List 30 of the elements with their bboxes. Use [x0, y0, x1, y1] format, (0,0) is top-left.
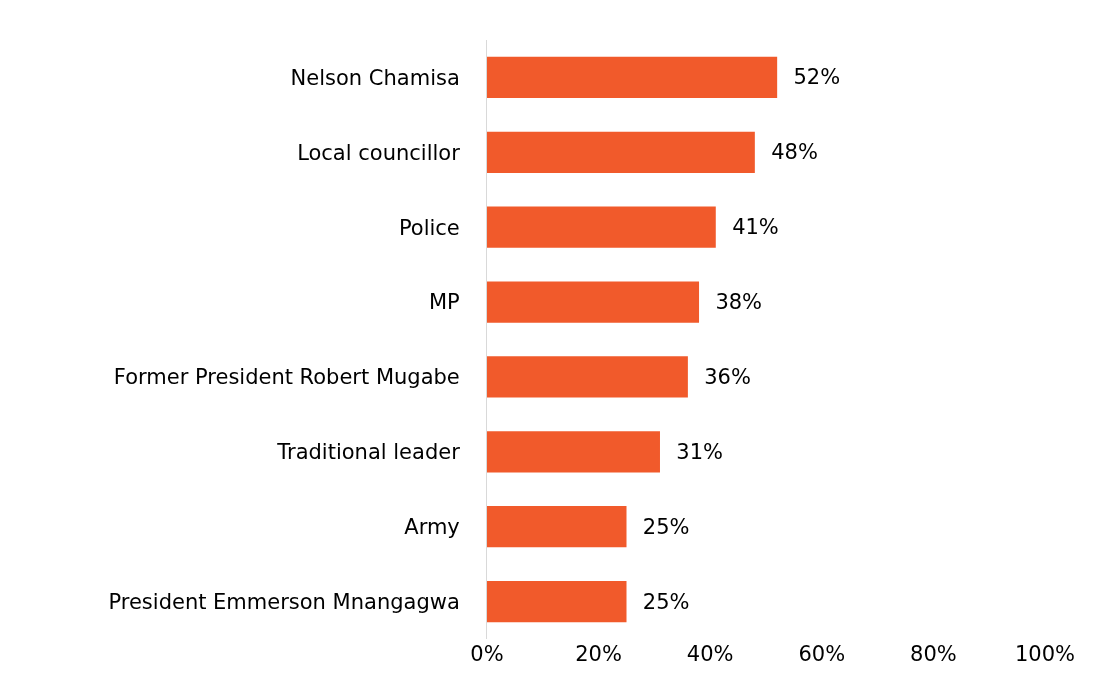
x-tick-label: 0%	[470, 642, 504, 666]
x-tick-label: 80%	[910, 642, 957, 666]
x-tick-label: 100%	[1014, 642, 1076, 666]
bar	[487, 281, 700, 323]
y-tick-label: Army	[404, 515, 460, 540]
data-label: 36%	[690, 364, 751, 389]
data-label: 48%	[757, 140, 818, 165]
data-label: 25%	[629, 514, 690, 539]
y-tick-label: Nelson Chamisa	[290, 65, 460, 90]
bar	[487, 356, 688, 398]
x-tick-label: 20%	[575, 642, 622, 666]
y-tick-label: MP	[429, 290, 460, 315]
data-label: 31%	[662, 439, 724, 464]
x-tick-label: 60%	[798, 642, 846, 666]
bar	[487, 131, 755, 173]
x-tick-label: 40%	[686, 642, 734, 666]
bar	[487, 580, 627, 623]
y-tick-label: Local councillor	[297, 140, 461, 165]
y-tick-label: President Emmerson Mnangagwa	[108, 589, 460, 614]
bar	[487, 56, 778, 99]
y-tick-label: Former President Robert Mugabe	[113, 365, 460, 390]
data-label: 38%	[702, 290, 763, 315]
y-tick-label: Police	[398, 215, 460, 240]
data-label: 41%	[718, 215, 779, 240]
bar	[487, 506, 627, 548]
data-label: 52%	[780, 65, 841, 90]
bar	[487, 431, 660, 473]
y-tick-label: Traditional leader	[276, 440, 461, 465]
bar	[487, 206, 716, 248]
data-label: 25%	[629, 589, 690, 614]
